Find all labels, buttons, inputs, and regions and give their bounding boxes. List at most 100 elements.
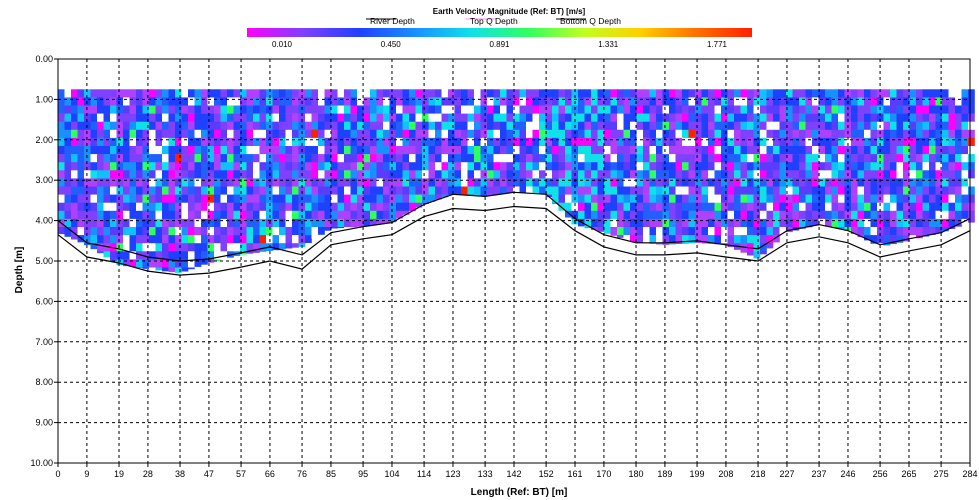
heatmap-cell [831,121,839,131]
heatmap-cell [357,137,364,147]
heatmap-cell [903,105,910,114]
heatmap-cell [233,227,241,236]
heatmap-cell [168,162,176,171]
heatmap-cell [838,162,845,171]
heatmap-cell [207,137,215,147]
heatmap-cell [844,89,852,98]
heatmap-cell [630,210,637,220]
heatmap-cell [760,194,767,203]
heatmap-cell [363,178,371,187]
heatmap-cell [942,154,949,163]
heatmap-cell [864,89,871,98]
heatmap-cell [370,137,377,147]
heatmap-cell [58,121,65,131]
heatmap-cell [714,218,722,228]
heatmap-cell [129,235,137,244]
heatmap-cell [97,194,104,203]
heatmap-cell [864,113,871,122]
heatmap-cell [929,170,936,179]
heatmap-cell [714,154,722,163]
heatmap-cell [129,89,137,98]
heatmap-cell [155,267,163,271]
heatmap-cell [344,129,351,139]
heatmap-cell [181,243,189,252]
heatmap-cell [721,194,728,203]
heatmap-cell [721,129,728,139]
heatmap-cell [643,194,650,203]
heatmap-cell [857,97,865,106]
y-axis-ticks: 0.001.002.003.004.005.006.007.008.009.00… [30,54,58,468]
heatmap-cell [350,89,358,98]
heatmap-cell [292,121,299,131]
heatmap-cell [396,113,403,122]
heatmap-cell [370,146,377,155]
heatmap-cell [526,121,533,131]
heatmap-cell [786,146,793,155]
heatmap-cell [734,178,741,187]
heatmap-cell [214,202,221,212]
heatmap-cell [155,202,163,212]
heatmap-cell [370,105,377,114]
heatmap-cell [747,146,754,155]
heatmap-cell [318,186,325,195]
heatmap-cell [708,170,715,179]
heatmap-cell [630,137,637,147]
heatmap-cell [935,210,943,220]
heatmap-cell [903,154,910,163]
heatmap-cell [279,186,286,195]
heatmap-cell [591,202,598,212]
heatmap-cell [214,170,221,179]
heatmap-cell [623,154,631,163]
heatmap-cell [526,89,533,98]
heatmap-cell [630,162,637,171]
heatmap-cell [617,105,624,114]
heatmap-cell [188,194,195,203]
heatmap-cell [571,137,579,147]
heatmap-cell [97,218,104,228]
heatmap-cell [890,154,897,163]
heatmap-cell [643,89,650,98]
heatmap-cell [786,210,793,220]
heatmap-cell [155,170,163,179]
heatmap-cell [266,129,273,139]
heatmap-cell [194,113,202,122]
heatmap-cell [753,194,761,203]
heatmap-cell [955,105,962,114]
heatmap-cell [571,154,579,163]
heatmap-cell [266,162,273,171]
heatmap-cell [669,137,676,147]
heatmap-cell [623,178,631,187]
heatmap-cell [753,218,761,228]
heatmap-cell [142,137,150,147]
heatmap-cell [461,129,468,139]
heatmap-cell [864,202,871,212]
heatmap-cell [649,105,657,114]
heatmap-cell [188,186,195,195]
heatmap-cell [136,146,143,155]
heatmap-cell [266,121,273,131]
heatmap-cell [201,121,208,131]
heatmap-cell [844,113,852,122]
heatmap-cell [58,178,65,187]
heatmap-cell [422,146,429,155]
velocity-heatmap [58,89,975,273]
heatmap-cell [344,162,351,171]
heatmap-cell [110,186,117,195]
heatmap-cell [214,259,221,261]
heatmap-cell [623,137,631,147]
heatmap-cell [597,105,605,114]
heatmap-cell [948,129,956,139]
heatmap-cell [922,194,930,203]
heatmap-cell [968,137,975,147]
heatmap-cell [337,113,345,122]
heatmap-cell [194,162,202,171]
heatmap-cell [298,154,306,163]
heatmap-cell [129,194,137,203]
heatmap-cell [604,146,611,155]
heatmap-cell [630,186,637,195]
heatmap-cell [604,210,611,220]
heatmap-cell [513,105,520,114]
heatmap-cell [903,178,910,187]
heatmap-cell [370,202,377,212]
